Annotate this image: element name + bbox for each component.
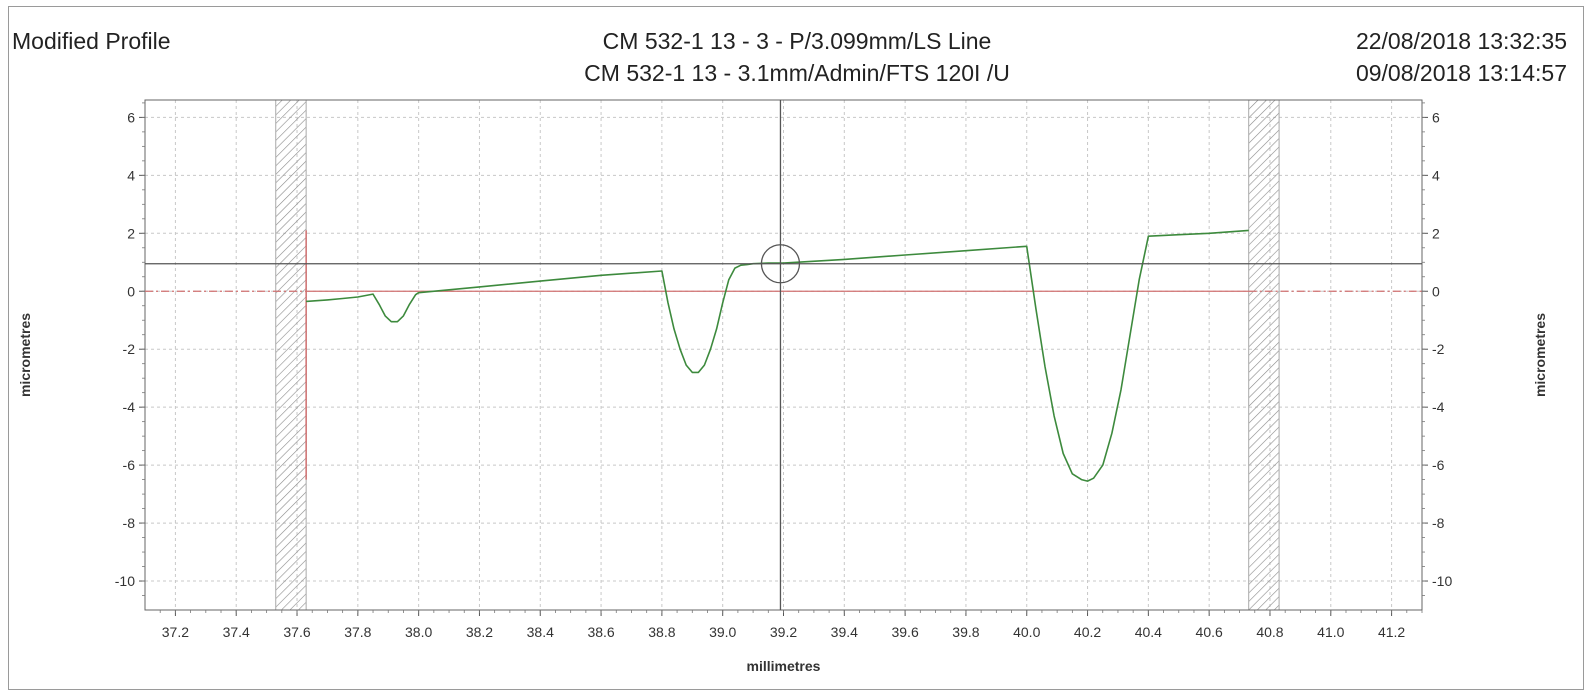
y-tick-label-left: -4 — [123, 399, 136, 415]
exclusion-zone — [1248, 99, 1280, 611]
exclusion-zone — [275, 99, 307, 611]
x-tick-label: 37.2 — [162, 624, 189, 640]
x-tick-label: 37.8 — [344, 624, 371, 640]
profile-name-secondary: CM 532-1 13 - 3.1mm/Admin/FTS 120I /U — [584, 60, 1010, 86]
x-tick-label: 41.2 — [1378, 624, 1405, 640]
y-axis-label-left: micrometres — [17, 313, 33, 397]
series-group — [306, 229, 1249, 482]
cursor[interactable] — [145, 100, 1422, 610]
reference-lines — [145, 230, 1422, 480]
grid — [145, 100, 1422, 610]
y-tick-label-left: -2 — [123, 341, 136, 357]
x-tick-label: 37.4 — [223, 624, 250, 640]
x-tick-label: 39.0 — [709, 624, 736, 640]
profile-name-primary: CM 532-1 13 - 3 - P/3.099mm/LS Line — [602, 28, 992, 54]
x-tick-label: 39.2 — [770, 624, 797, 640]
y-tick-label-right: 0 — [1432, 283, 1440, 299]
x-tick-label: 38.6 — [587, 624, 614, 640]
x-tick-label: 39.8 — [952, 624, 979, 640]
x-tick-label: 39.6 — [891, 624, 918, 640]
tick-labels: 37.2 37.4 37.6 37.8 38.0 38.2 38.4 38.6 38.8 39.0… — [115, 109, 1453, 640]
y-tick-label-left: -6 — [123, 457, 136, 473]
x-tick-label: 40.4 — [1135, 624, 1162, 640]
y-tick-label-right: -2 — [1432, 341, 1445, 357]
x-tick-label: 38.0 — [405, 624, 432, 640]
x-tick-label: 40.8 — [1256, 624, 1283, 640]
cursor-circle — [760, 244, 801, 284]
x-tick-label: 40.6 — [1196, 624, 1223, 640]
y-tick-label-right: -4 — [1432, 399, 1445, 415]
profile-series-line — [306, 229, 1249, 482]
y-tick-label-left: 0 — [127, 283, 135, 299]
y-tick-label-left: 2 — [127, 225, 135, 241]
x-tick-label: 37.6 — [283, 624, 310, 640]
y-tick-label-right: 4 — [1432, 167, 1440, 183]
y-tick-label-left: -10 — [115, 573, 135, 589]
x-tick-label: 38.4 — [527, 624, 554, 640]
x-axis-label: millimetres — [747, 658, 821, 674]
y-tick-label-right: 6 — [1432, 109, 1440, 125]
x-tick-label: 38.8 — [648, 624, 675, 640]
chart-frame — [8, 6, 1584, 690]
x-tick-label: 40.2 — [1074, 624, 1101, 640]
exclusion-zones — [275, 99, 1280, 611]
chart-title: Modified Profile — [12, 28, 171, 54]
x-tick-label: 41.0 — [1317, 624, 1344, 640]
timestamp-primary: 22/08/2018 13:32:35 — [1355, 28, 1567, 54]
y-tick-label-right: -10 — [1432, 573, 1452, 589]
x-tick-label: 40.0 — [1013, 624, 1040, 640]
y-tick-label-right: -6 — [1432, 457, 1445, 473]
y-tick-label-left: 4 — [127, 167, 135, 183]
y-tick-label-left: -8 — [123, 515, 136, 531]
y-tick-label-right: 2 — [1432, 225, 1440, 241]
timestamp-secondary: 09/08/2018 13:14:57 — [1355, 60, 1567, 86]
y-axis-label-right: micrometres — [1532, 313, 1548, 397]
y-tick-label-right: -8 — [1432, 515, 1445, 531]
x-tick-label: 38.2 — [466, 624, 493, 640]
x-tick-label: 39.4 — [831, 624, 858, 640]
axis-ticks — [139, 102, 1428, 616]
y-tick-label-left: 6 — [127, 109, 135, 125]
